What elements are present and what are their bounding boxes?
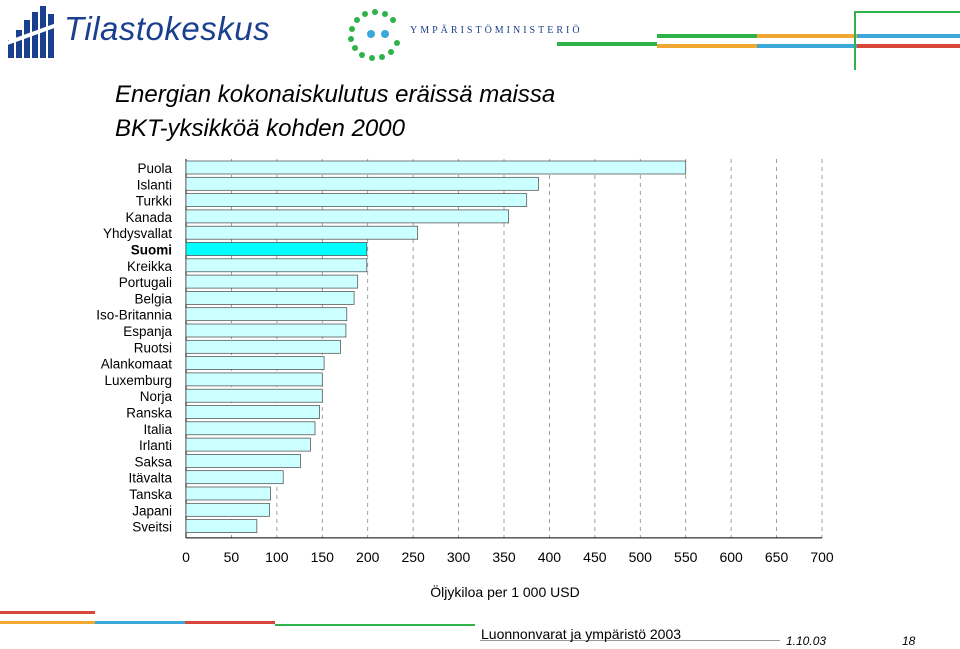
category-label: Sveitsi	[132, 520, 172, 535]
category-label: Kanada	[125, 210, 172, 225]
category-label: Puola	[137, 161, 172, 176]
x-tick-label: 400	[538, 549, 562, 565]
x-tick-label: 50	[224, 549, 240, 565]
bar-luxemburg	[185, 372, 323, 387]
x-tick-label: 250	[401, 549, 425, 565]
bar-alankomaat	[185, 356, 325, 370]
x-tick-label: 300	[447, 549, 471, 565]
ymparistoministerio-logo-icon	[348, 9, 400, 61]
bar-kanada	[185, 209, 509, 224]
x-tick-label: 650	[765, 549, 789, 565]
x-tick-labels: 0 50 100 150 200 250 300 350 400 450 500 550 600 650 7…	[182, 549, 834, 565]
category-label: Portugali	[119, 275, 172, 290]
chart-subtitle: BKT-yksikköä kohden 2000	[115, 115, 405, 142]
bar-norja	[185, 388, 323, 403]
category-label: Yhdysvallat	[103, 226, 172, 241]
bar-yhdysvallat	[185, 225, 419, 240]
brand-ymparistoministerio: YMPÄRISTÖMINISTERIÖ	[410, 25, 583, 36]
bar-turkki	[185, 193, 528, 207]
category-label: Luxemburg	[104, 373, 172, 388]
x-tick-label: 100	[265, 549, 289, 565]
x-tick-label: 500	[629, 549, 653, 565]
category-label: Ranska	[126, 406, 172, 421]
tilastokeskus-logo-icon	[6, 6, 58, 58]
category-label: Belgia	[134, 291, 172, 306]
brand-tilastokeskus: Tilastokeskus	[64, 10, 271, 47]
bar-kreikka	[185, 258, 368, 273]
bar-ranska	[185, 405, 320, 419]
bar-irlanti	[185, 437, 311, 452]
footer-source: Luonnonvarat ja ympäristö 2003	[481, 626, 682, 642]
x-axis-label: Öljykiloa per 1 000 USD	[430, 583, 579, 600]
bar-tanska	[185, 486, 271, 501]
bar-puola	[185, 160, 687, 175]
bar-japani	[185, 502, 270, 517]
bar-islanti	[185, 176, 539, 191]
x-tick-label: 200	[356, 549, 380, 565]
footer-date: 1.10.03	[786, 634, 827, 648]
category-label: Espanja	[123, 324, 172, 339]
category-label: Alankomaat	[101, 357, 173, 372]
category-label: Norja	[140, 389, 173, 404]
category-label: Suomi	[131, 243, 172, 258]
x-tick-label: 600	[719, 549, 743, 565]
bar-espanja	[185, 323, 347, 338]
x-tick-label: 350	[492, 549, 516, 565]
category-label: Saksa	[134, 454, 172, 469]
bar-portugali	[185, 274, 359, 289]
category-label: Irlanti	[139, 438, 172, 453]
bar-saksa	[185, 454, 301, 468]
bar-italia	[185, 421, 316, 436]
category-label: Turkki	[136, 194, 172, 209]
chart-bars	[185, 160, 687, 533]
x-tick-label: 550	[674, 549, 698, 565]
category-label: Itävalta	[128, 471, 172, 486]
x-tick-label: 700	[810, 549, 834, 565]
category-label: Italia	[143, 422, 172, 437]
category-label: Islanti	[137, 177, 172, 192]
category-label: Iso-Britannia	[96, 308, 172, 323]
bar-suomi	[185, 242, 368, 256]
x-tick-label: 150	[311, 549, 335, 565]
category-label: Tanska	[129, 487, 172, 502]
bar-sveitsi	[185, 519, 258, 533]
category-label: Kreikka	[127, 259, 173, 274]
chart-title: Energian kokonaiskulutus eräissä maissa	[115, 81, 556, 108]
category-label: Ruotsi	[134, 340, 172, 355]
category-label: Japani	[132, 503, 172, 518]
bar-ruotsi	[185, 339, 341, 354]
x-tick-label: 0	[182, 549, 190, 565]
bar-belgia	[185, 291, 355, 305]
x-tick-label: 450	[583, 549, 607, 565]
bar-iso-britannia	[185, 307, 348, 322]
bar-itävalta	[185, 470, 284, 485]
page-number: 18	[902, 634, 916, 648]
